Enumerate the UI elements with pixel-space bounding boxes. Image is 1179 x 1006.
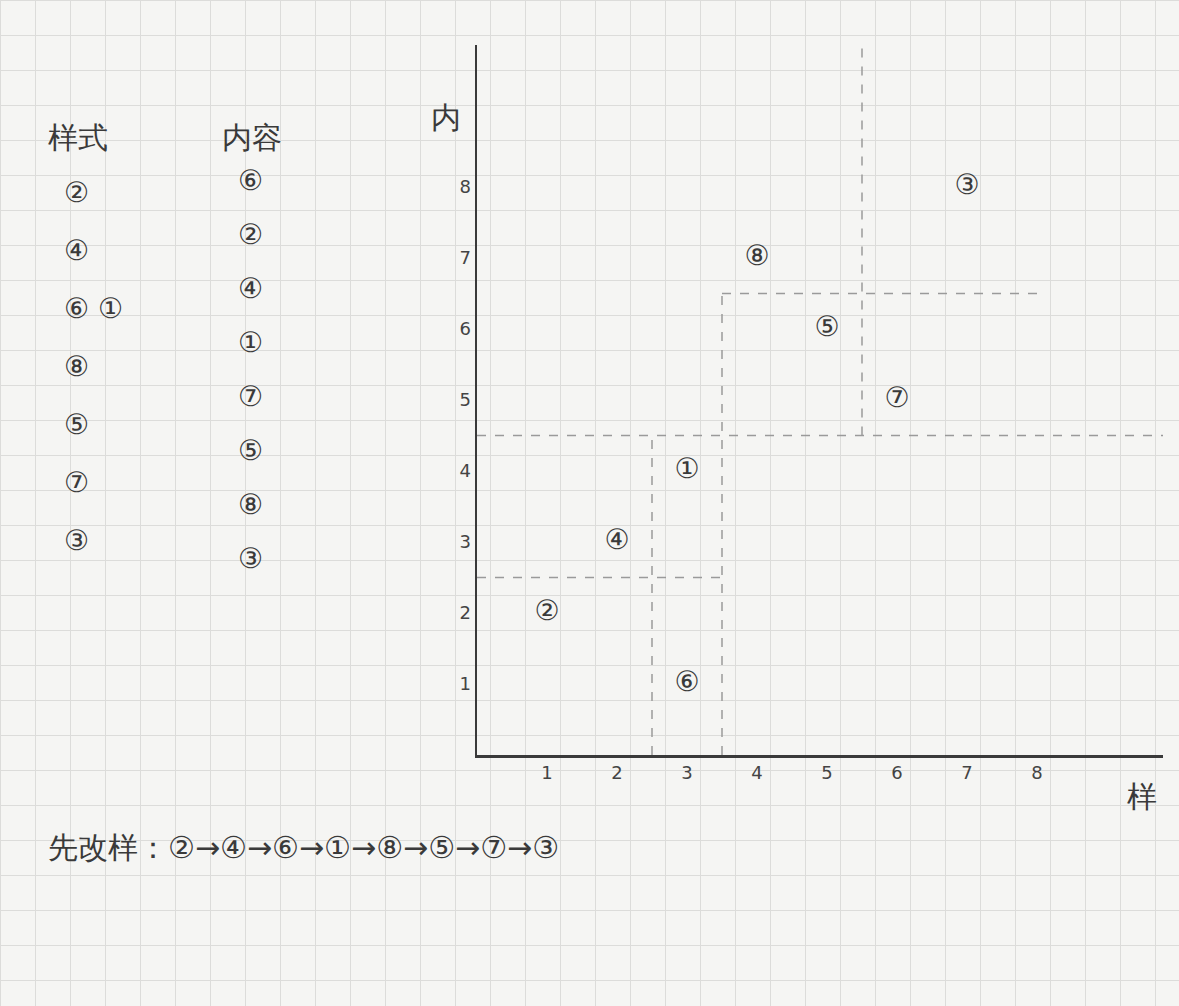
svg-text:4: 4 [751, 762, 762, 783]
svg-text:8: 8 [459, 176, 470, 197]
svg-text:③: ③ [954, 168, 979, 201]
svg-text:⑦: ⑦ [884, 381, 909, 414]
html-text:内容: 内容 [222, 120, 282, 155]
html-text:先改样：②→④→⑥→①→⑧→⑤→⑦→③: 先改样：②→④→⑥→①→⑧→⑤→⑦→③ [48, 830, 560, 865]
html-text:②: ② [64, 176, 90, 209]
svg-text:5: 5 [459, 389, 470, 410]
html-text:⑤: ⑤ [238, 434, 264, 467]
svg-text:2: 2 [459, 602, 470, 623]
svg-text:①: ① [674, 452, 699, 485]
svg-text:⑤: ⑤ [814, 310, 839, 343]
html-text:⑦: ⑦ [238, 380, 264, 413]
html-text:⑧: ⑧ [238, 488, 264, 521]
svg-text:7: 7 [459, 247, 470, 268]
html-text:④: ④ [238, 272, 264, 305]
svg-text:5: 5 [821, 762, 832, 783]
svg-text:④: ④ [604, 523, 629, 556]
svg-text:⑥: ⑥ [674, 665, 699, 698]
html-text:⑤: ⑤ [64, 408, 90, 441]
svg-text:3: 3 [681, 762, 692, 783]
svg-text:内: 内 [431, 100, 461, 135]
html-text:③: ③ [64, 524, 90, 557]
svg-text:4: 4 [459, 460, 470, 481]
html-text:⑧: ⑧ [64, 350, 90, 383]
svg-text:6: 6 [459, 318, 470, 339]
html-text:⑥ ①: ⑥ ① [64, 292, 124, 325]
html-text:⑦: ⑦ [64, 466, 90, 499]
html-text:⑥: ⑥ [238, 164, 264, 197]
svg-text:2: 2 [611, 762, 622, 783]
svg-text:8: 8 [1031, 762, 1042, 783]
html-text:②: ② [238, 218, 264, 251]
svg-text:3: 3 [459, 531, 470, 552]
svg-text:6: 6 [891, 762, 902, 783]
html-text:④: ④ [64, 234, 90, 267]
html-text:样式: 样式 [48, 120, 108, 155]
svg-text:样: 样 [1127, 779, 1157, 814]
html-text:③: ③ [238, 542, 264, 575]
svg-text:1: 1 [541, 762, 552, 783]
svg-text:1: 1 [459, 673, 470, 694]
svg-text:②: ② [534, 594, 559, 627]
html-text:①: ① [238, 326, 264, 359]
svg-text:⑧: ⑧ [744, 239, 769, 272]
svg-text:7: 7 [961, 762, 972, 783]
